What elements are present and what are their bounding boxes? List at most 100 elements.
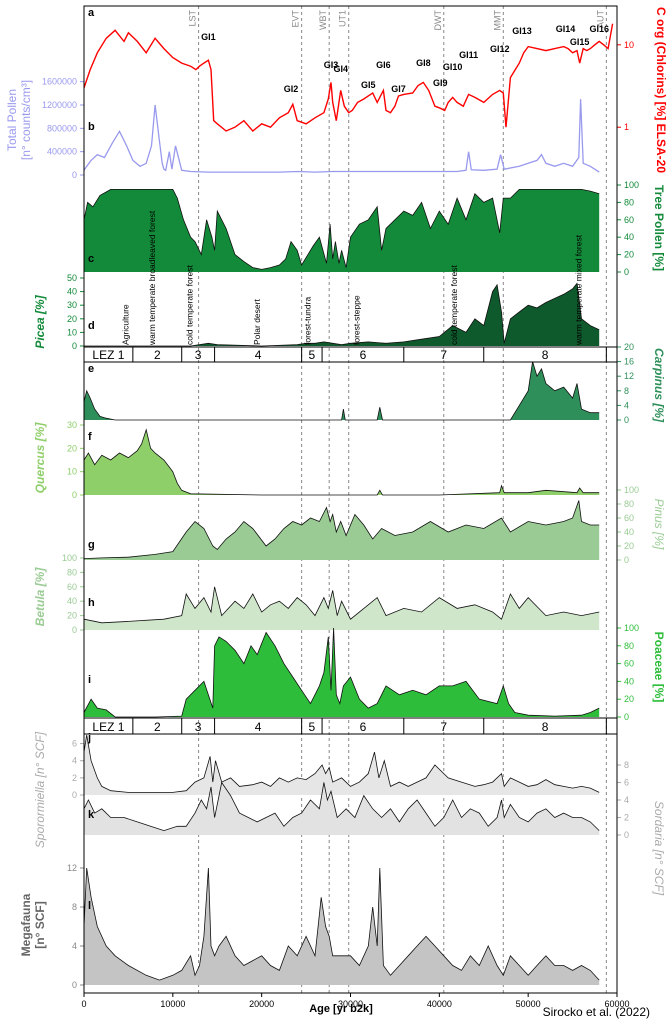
x-tick-label: 20000: [249, 999, 274, 1009]
y-tick-label-sordaria: 0: [624, 830, 629, 840]
y-tick-label-total: 0: [72, 170, 77, 180]
y-tick-label-quercus: 0: [72, 490, 77, 500]
x-axis-label: Age [yr b2k]: [309, 1003, 373, 1015]
series-line-sordaria: [83, 781, 600, 832]
y-tick-label-poaceae: 20: [624, 694, 634, 704]
megafauna-axis-label-1: Megafauna: [19, 893, 33, 956]
interstadial-label-gi16: GI16: [589, 24, 609, 34]
y-tick-label-picea: 20: [67, 314, 77, 324]
y-tick-label-sporormiella: 4: [72, 756, 77, 766]
panel-letter-carpinus: e: [88, 363, 94, 375]
series-area-carpinus: [84, 361, 600, 420]
annotation-layer: LST EVT WBT UT1 DWT MMT AUT a b c d e f g h i j k l LEZ 1 2 3…: [87, 7, 609, 912]
x-tick-label: 60000: [604, 999, 629, 1009]
vegetation-label-6: cold temperate forest: [449, 265, 459, 345]
event-label-lst: LST: [188, 10, 198, 27]
y-tick-label-picea: 50: [67, 273, 77, 283]
y-tick-label-carpinus: 0: [624, 415, 629, 425]
lez-label: 4: [255, 348, 262, 362]
vegetation-label-7: warm temperate mixed forest: [573, 234, 583, 346]
series-area-picea: [84, 283, 600, 346]
x-tick-label: 50000: [516, 999, 541, 1009]
y-tick-label-tree: 40: [624, 232, 634, 242]
y-tick-label-betula: 80: [67, 567, 77, 577]
y-tick-label-total: 1200000: [42, 100, 77, 110]
y-tick-label-pinus: 60: [624, 513, 634, 523]
series-area-poaceae: [84, 628, 600, 717]
vegetation-label-5: forest-steppe: [351, 295, 361, 345]
panel-letter-pinus: g: [88, 539, 95, 551]
quercus-axis-label: Quercus [%]: [33, 422, 47, 494]
betula-axis-label: Betula [%]: [33, 567, 47, 627]
y-tick-label-picea: 30: [67, 300, 77, 310]
vegetation-label-4: forest-tundra: [303, 297, 313, 345]
y-tick-label-total: 400000: [47, 147, 77, 157]
y-tick-label-megafauna: 0: [72, 980, 77, 990]
y-tick-label-megafauna: 12: [67, 863, 77, 873]
plot-frame: [83, 5, 618, 994]
series-line-corg: [83, 23, 614, 132]
interstadial-label-gi13: GI13: [512, 26, 532, 36]
series-line-poaceae: [83, 627, 600, 718]
y-tick-label-carpinus: 12: [624, 371, 634, 381]
series-area-sordaria: [84, 782, 600, 835]
y-tick-label-sporormiella: 6: [72, 739, 77, 749]
y-tick-label-poaceae: 80: [624, 641, 634, 651]
pinus-axis-label: Pinus [%]: [652, 499, 666, 550]
axes-layer: 1100400000800000120000016000000204060801…: [42, 5, 639, 1009]
interstadial-label-gi11: GI11: [459, 50, 478, 60]
y-tick-label-betula: 20: [67, 611, 77, 621]
event-label-aut: AUT: [595, 9, 605, 28]
x-tick-label: 0: [81, 999, 86, 1009]
picea-axis-label: Picea [%]: [33, 294, 47, 348]
lez-label: 3: [195, 720, 202, 734]
y-tick-label-total: 800000: [47, 123, 77, 133]
y-tick-label-carpinus: 8: [624, 386, 629, 396]
interstadial-label-gi9: GI9: [433, 78, 448, 88]
tree-pollen-axis-label: Tree Pollen [%]: [652, 185, 666, 271]
y-tick-label-sordaria: 2: [624, 813, 629, 823]
y-tick-label-quercus: 10: [67, 467, 77, 477]
event-lines-layer: [198, 6, 607, 993]
panel-letter-megafauna: l: [88, 900, 91, 912]
series-area-quercus: [84, 429, 600, 495]
interstadial-label-gi12: GI12: [490, 44, 510, 54]
event-label-wbt: WBT: [318, 10, 328, 30]
interstadial-label-gi10: GI10: [443, 62, 463, 72]
interstadial-label-gi6: GI6: [376, 60, 391, 70]
panel-letter-picea: d: [88, 320, 95, 332]
event-label-evt: EVT: [291, 10, 301, 28]
series-line-carpinus: [83, 361, 600, 421]
y-tick-label-picea: 40: [67, 287, 77, 297]
series-line-betula: [83, 586, 600, 624]
interstadial-label-gi15: GI15: [570, 37, 590, 47]
lez-label: 4: [255, 720, 262, 734]
x-tick-label: 30000: [338, 999, 363, 1009]
lez-label: 6: [360, 720, 367, 734]
series-line-total: [83, 99, 600, 173]
y-tick-label-sporormiella: 2: [72, 773, 77, 783]
series-area-pinus: [84, 500, 600, 560]
megafauna-axis-label-2: [n° SCF]: [33, 901, 47, 948]
interstadial-label-gi4: GI4: [333, 64, 348, 74]
series-line-tree: [83, 189, 600, 270]
y-tick-label-carpinus: 4: [624, 400, 629, 410]
y-tick-label-pinus: 0: [624, 555, 629, 565]
y-tick-label-picea: 10: [67, 327, 77, 337]
y-tick-label-sordaria: 6: [624, 778, 629, 788]
lez-label: LEZ 1: [92, 720, 124, 734]
panel-letter-total: b: [88, 121, 95, 133]
vegetation-label-2: cold temperate forest: [184, 265, 194, 345]
event-label-mmt: MMT: [492, 10, 502, 31]
interstadial-label-gi1: GI1: [201, 32, 216, 42]
series-line-megafauna: [83, 867, 600, 981]
y-tick-label-megafauna: 4: [72, 941, 77, 951]
interstadial-label-gi5: GI5: [361, 80, 376, 90]
y-tick-label-carpinus: 16: [624, 357, 634, 367]
series-line-sporormiella: [83, 734, 600, 793]
lez-label: 8: [542, 720, 549, 734]
y-tick-label-tree: 60: [624, 215, 634, 225]
interstadial-label-gi8: GI8: [416, 58, 431, 68]
sporormiella-axis-label: Sporormiella [n° SCF]: [33, 731, 47, 848]
